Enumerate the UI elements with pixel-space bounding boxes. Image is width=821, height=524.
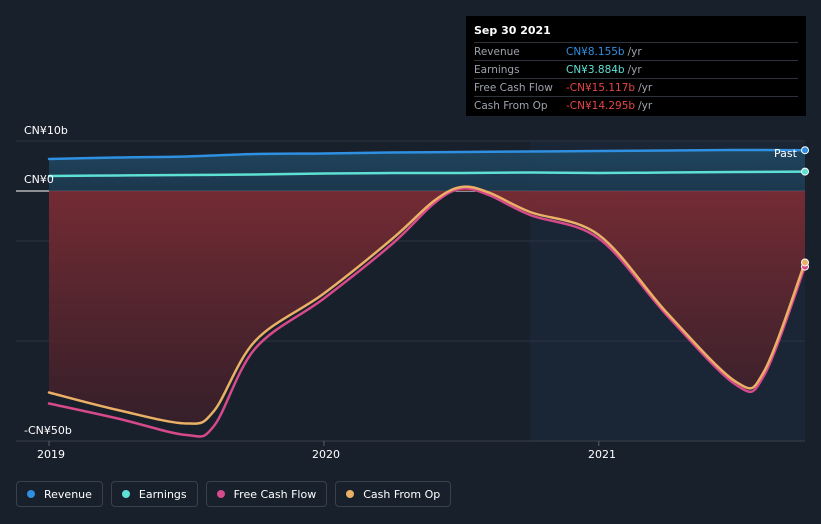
tooltip-label: Revenue (474, 45, 520, 58)
legend-dot-icon (216, 490, 225, 498)
free-cash-flow-line (47, 186, 807, 438)
x-tick-label: 2021 (588, 448, 616, 461)
tooltip-label: Earnings (474, 63, 520, 76)
legend-dot-icon (346, 490, 355, 498)
tooltip-row-revenue: Revenue CN¥8.155b /yr (474, 42, 798, 60)
tooltip-value: CN¥8.155b (566, 45, 625, 58)
earnings-line (47, 170, 807, 178)
revenue-area (49, 149, 805, 191)
legend-dot-icon (27, 490, 35, 498)
revenue-line (47, 148, 807, 161)
x-tick-label: 2019 (37, 448, 65, 461)
tooltip-value: -CN¥15.117b (566, 81, 636, 94)
legend-label: Earnings (138, 487, 187, 501)
legend-item-cash-from-op[interactable]: Cash From Op (335, 481, 452, 507)
earnings-end-point (801, 167, 809, 176)
legend-label: Free Cash Flow (233, 487, 317, 501)
tooltip-unit: /yr (627, 45, 642, 58)
tooltip-unit: /yr (627, 63, 642, 76)
y-tick-label: CN¥10b (24, 124, 68, 137)
tooltip-row-earnings: Earnings CN¥3.884b /yr (474, 60, 798, 78)
tooltip-row-cash-from-op: Cash From Op -CN¥14.295b /yr (474, 96, 798, 114)
y-tick-label: -CN¥50b (24, 424, 72, 437)
x-tick-label: 2020 (312, 448, 340, 461)
y-tick-label: CN¥0 (24, 173, 54, 186)
legend-item-revenue[interactable]: Revenue (16, 481, 103, 507)
legend-label: Revenue (44, 487, 92, 501)
legend-label: Cash From Op (363, 487, 441, 501)
tooltip: Sep 30 2021 Revenue CN¥8.155b /yr Earnin… (466, 16, 806, 116)
tooltip-value: CN¥3.884b (566, 63, 625, 76)
legend: Revenue Earnings Free Cash Flow Cash Fro… (16, 481, 452, 507)
past-label: Past (774, 147, 797, 160)
legend-item-earnings[interactable]: Earnings (110, 481, 198, 507)
revenue-end-point (801, 146, 809, 155)
cash-from-op-line (47, 185, 807, 425)
tooltip-label: Free Cash Flow (474, 81, 553, 94)
tooltip-value: -CN¥14.295b (566, 99, 636, 112)
legend-item-free-cash-flow[interactable]: Free Cash Flow (205, 481, 328, 507)
tooltip-date: Sep 30 2021 (474, 24, 551, 37)
tooltip-label: Cash From Op (474, 99, 548, 112)
tooltip-unit: /yr (638, 99, 653, 112)
tooltip-unit: /yr (638, 81, 653, 94)
cash-from-op-end-point (801, 258, 809, 267)
legend-dot-icon (121, 490, 130, 498)
tooltip-row-free-cash-flow: Free Cash Flow -CN¥15.117b /yr (474, 78, 798, 96)
